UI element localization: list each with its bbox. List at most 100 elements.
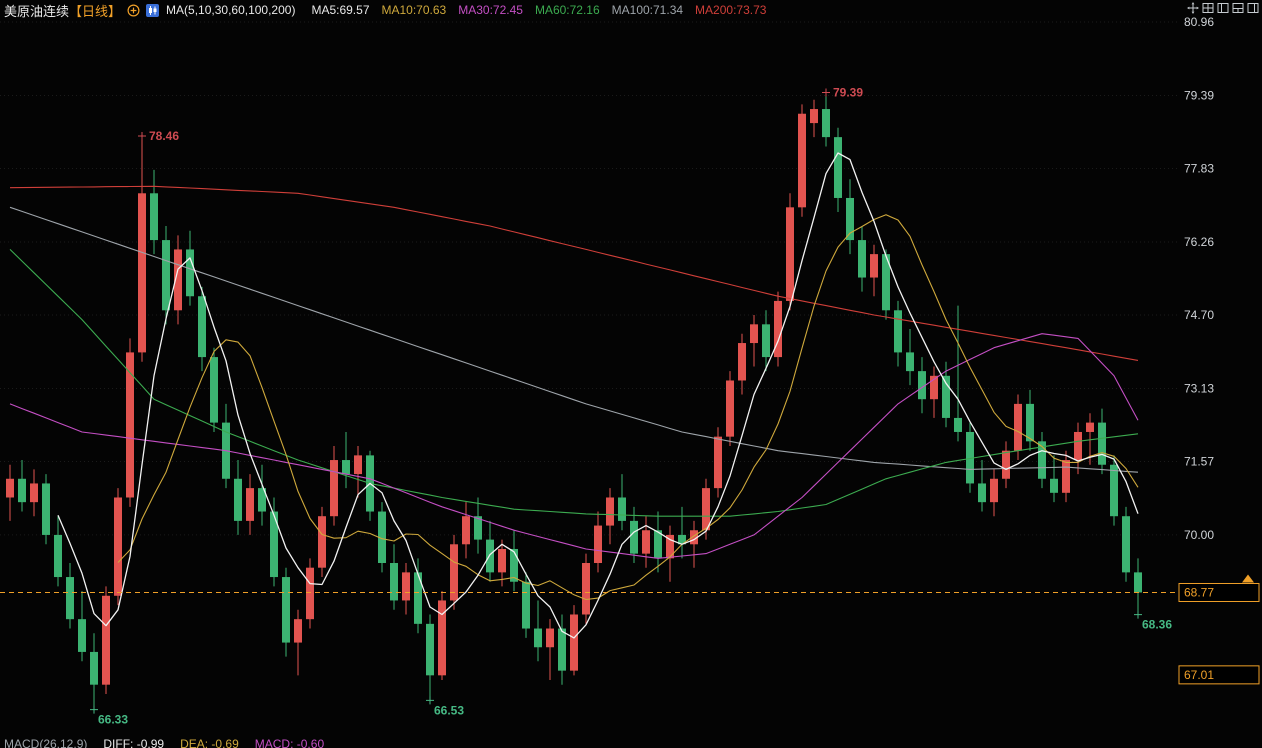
candle: [774, 300, 782, 358]
candle: [246, 488, 254, 521]
candle: [186, 249, 194, 297]
ma-layer: [9, 152, 1139, 639]
candle: [30, 483, 38, 503]
candle: [918, 371, 926, 400]
price-marker-icon: [138, 132, 146, 140]
candle: [78, 619, 86, 652]
candle: [1050, 478, 1058, 493]
price-annotation: 78.46: [149, 129, 179, 143]
axis-label: 80.96: [1184, 15, 1214, 29]
chart-header: 美原油连续 【日线】 MA(5,10,30,60,100,200) MA5:69…: [0, 0, 1262, 20]
candle: [1086, 422, 1094, 432]
secondary-price-label-box: [1178, 665, 1260, 685]
candle: [126, 352, 134, 498]
candle: [594, 525, 602, 564]
ma-value: MA5:69.57: [311, 3, 370, 17]
annotation-layer: 78.46 79.39 66.33 66.53 68.36: [90, 85, 1172, 727]
candle: [666, 534, 674, 559]
price-up-arrow-icon: [1242, 574, 1254, 583]
candle: [606, 497, 614, 526]
candle: [1062, 460, 1070, 493]
candle: [930, 375, 938, 400]
price-annotation: 68.36: [1142, 618, 1172, 632]
macd-value: DIFF: -0.99: [103, 737, 165, 748]
candle: [306, 567, 314, 620]
candle: [498, 548, 506, 573]
candle: [210, 357, 218, 423]
candle: [90, 651, 98, 685]
candle: [1122, 516, 1130, 573]
kline-chart-icon[interactable]: [146, 3, 160, 17]
price-annotation: 79.39: [833, 85, 863, 99]
price-marker-icon: [822, 88, 830, 97]
grid-layer: [0, 21, 1178, 536]
ma-settings-label[interactable]: MA(5,10,30,60,100,200): [166, 3, 296, 17]
candle: [174, 249, 182, 311]
candle: [462, 516, 470, 545]
candle: [342, 460, 350, 475]
candle: [270, 511, 278, 578]
candle: [390, 563, 398, 601]
candle: [42, 483, 50, 535]
candle: [402, 572, 410, 601]
candle: [882, 254, 890, 311]
macd-label[interactable]: MACD(26,12,9): [4, 737, 88, 748]
candle: [150, 193, 158, 241]
candle: [630, 520, 638, 554]
axis-layer: 80.96 79.39 77.83 76.26 74.70 73.13 71.57 70.00…: [1178, 15, 1260, 685]
period-label[interactable]: 【日线】: [69, 3, 122, 19]
candle: [570, 614, 578, 671]
candle: [1014, 403, 1022, 451]
candle: [1026, 403, 1034, 442]
candle: [846, 197, 854, 241]
move-panes-icon[interactable]: [1187, 2, 1199, 14]
ma-line-ma10: [117, 214, 1139, 601]
candle: [714, 436, 722, 489]
candle: [738, 343, 746, 381]
ma-value: MA200:73.73: [695, 3, 767, 17]
ma-value: MA10:70.63: [381, 3, 447, 17]
add-compare-icon[interactable]: [127, 3, 140, 17]
candle: [678, 534, 686, 545]
price-marker-icon: [426, 696, 434, 705]
ma-line-ma30: [9, 333, 1139, 559]
left-pane-layout-icon[interactable]: [1217, 2, 1229, 14]
candle: [1002, 450, 1010, 479]
candle: [786, 207, 794, 301]
candle: [906, 352, 914, 372]
axis-label: 76.26: [1184, 235, 1214, 249]
axis-label: 71.57: [1184, 454, 1214, 468]
axis-label: 77.83: [1184, 161, 1214, 175]
candle: [582, 563, 590, 615]
candle: [558, 628, 566, 671]
axis-label: 74.70: [1184, 308, 1214, 322]
axis-label: 70.00: [1184, 528, 1214, 542]
macd-bar: MACD(26,12,9) DIFF: -0.99 DEA: -0.69 MACD:…: [4, 737, 340, 748]
candle: [414, 572, 422, 624]
candle: [282, 577, 290, 643]
current-price-label: 68.77: [1184, 585, 1214, 599]
window-controls: [1187, 2, 1259, 14]
candle: [750, 324, 758, 344]
candle: [522, 581, 530, 629]
price-annotation: 66.53: [434, 703, 464, 717]
candle: [954, 417, 962, 432]
candle: [1110, 464, 1118, 517]
four-pane-layout-icon[interactable]: [1202, 2, 1214, 14]
candle: [378, 511, 386, 564]
price-annotation: 66.33: [98, 713, 128, 727]
symbol-title: 美原油连续: [4, 3, 70, 19]
bottom-pane-layout-icon[interactable]: [1232, 2, 1244, 14]
ma-line-ma60: [9, 249, 1139, 517]
right-pane-layout-icon[interactable]: [1247, 2, 1259, 14]
candle: [486, 539, 494, 573]
ma-value: MA30:72.45: [458, 3, 523, 17]
ma-value: MA100:71.34: [611, 3, 684, 17]
candle: [102, 595, 110, 685]
candle: [798, 113, 806, 208]
candle: [1074, 431, 1082, 461]
candle: [810, 109, 818, 124]
price-marker-icon: [1134, 610, 1142, 619]
candle: [642, 530, 650, 554]
